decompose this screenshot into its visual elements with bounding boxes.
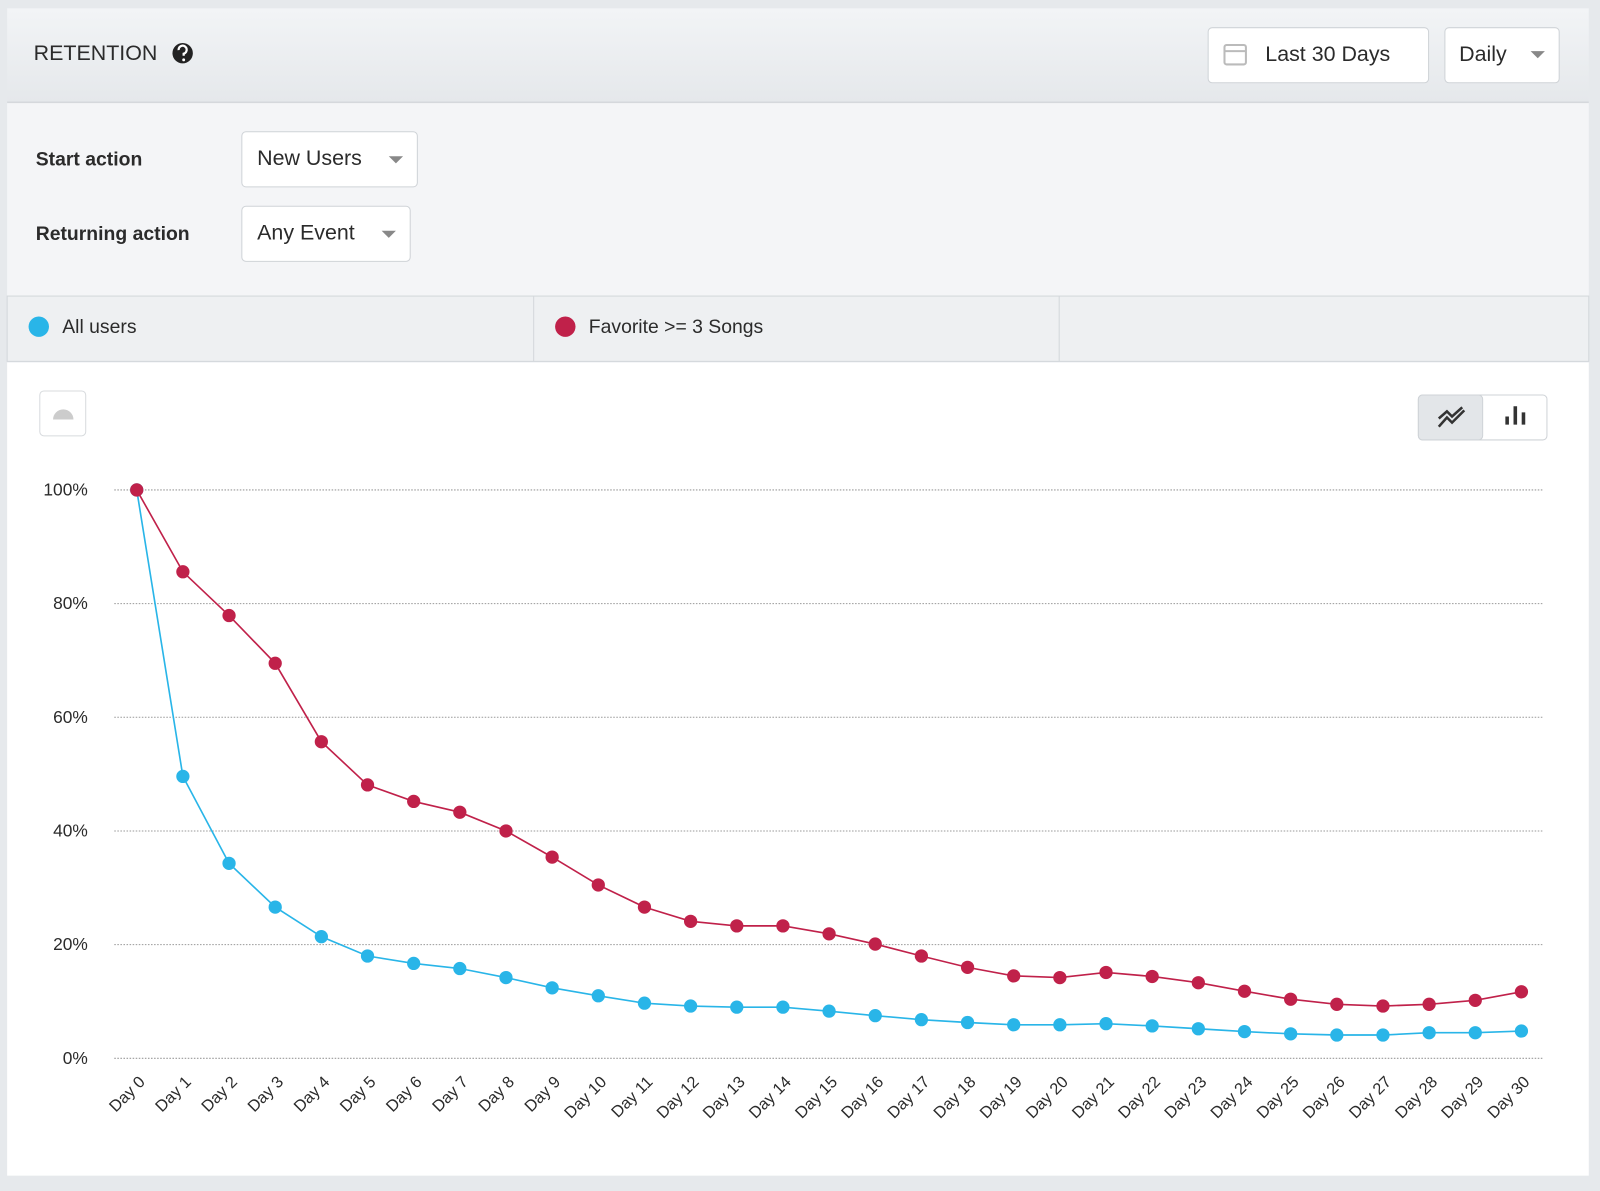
data-point — [1237, 1024, 1252, 1039]
data-point — [776, 919, 790, 933]
data-point — [499, 970, 513, 985]
data-point — [407, 794, 421, 809]
data-point — [1468, 993, 1482, 1007]
data-point — [637, 996, 652, 1010]
returning-value: Any Event — [257, 220, 355, 244]
returning-dropdown[interactable]: Any Event — [241, 205, 411, 262]
legend-label: Favorite >= 3 Songs — [589, 316, 763, 338]
data-point — [1191, 1022, 1205, 1036]
legend-swatch — [28, 316, 49, 337]
data-point — [360, 778, 375, 792]
data-point — [545, 850, 559, 864]
y-tick-label: 60% — [53, 707, 88, 727]
data-point — [222, 608, 236, 623]
chart-type-toggle[interactable] — [1417, 394, 1548, 441]
start-label: Start action — [36, 148, 143, 170]
data-point — [1330, 997, 1344, 1011]
data-point — [222, 856, 236, 870]
start-dropdown[interactable]: New Users — [241, 131, 418, 188]
interval-dropdown[interactable]: Daily — [1444, 27, 1560, 84]
data-point — [1099, 1017, 1113, 1031]
legend-swatch — [555, 316, 576, 337]
y-tick-label: 80% — [53, 593, 88, 613]
legend-label: All users — [62, 316, 136, 338]
data-point — [868, 1009, 882, 1023]
data-point — [868, 937, 882, 951]
data-point — [314, 930, 328, 944]
data-point — [730, 1000, 744, 1014]
data-point — [591, 989, 605, 1003]
data-point — [1514, 985, 1529, 999]
data-point — [176, 769, 190, 784]
data-point — [683, 999, 698, 1013]
data-point — [453, 961, 467, 976]
returning-label: Returning action — [36, 223, 190, 245]
data-point — [1099, 965, 1113, 980]
interval-label: Daily — [1459, 42, 1507, 66]
data-point — [360, 949, 375, 963]
data-point — [1284, 992, 1298, 1006]
data-point — [1145, 969, 1159, 984]
title: RETENTION — [34, 41, 158, 65]
chart-panel — [7, 362, 1589, 1176]
data-point — [1376, 1028, 1390, 1042]
date-range-button[interactable]: Last 30 Days — [1207, 27, 1430, 84]
data-point — [683, 914, 698, 928]
data-point — [637, 900, 652, 914]
data-point — [453, 805, 467, 819]
data-point — [1284, 1027, 1298, 1041]
data-point — [1376, 999, 1390, 1013]
data-point — [1468, 1026, 1482, 1040]
data-point — [960, 960, 975, 974]
data-point — [822, 927, 836, 941]
data-point — [1237, 984, 1252, 998]
data-point — [776, 1000, 790, 1014]
help-icon[interactable] — [172, 43, 193, 64]
data-point — [960, 1015, 975, 1030]
date-range-label: Last 30 Days — [1265, 42, 1390, 66]
data-point — [545, 981, 559, 995]
data-point — [1007, 969, 1021, 983]
data-point — [1422, 997, 1436, 1011]
data-point — [1330, 1028, 1344, 1042]
data-point — [1007, 1018, 1021, 1032]
data-point — [1053, 1018, 1067, 1032]
data-point — [499, 824, 513, 838]
data-point — [268, 900, 282, 914]
y-tick-label: 20% — [53, 934, 88, 954]
data-point — [176, 565, 190, 579]
data-point — [1053, 970, 1067, 985]
legend-bar — [6, 295, 1590, 362]
data-point — [268, 656, 282, 670]
data-point — [314, 735, 328, 749]
data-point — [1422, 1026, 1436, 1040]
data-point — [822, 1004, 836, 1018]
data-point — [591, 878, 605, 892]
y-tick-label: 100% — [43, 480, 87, 500]
data-point — [1191, 976, 1205, 990]
y-tick-label: 0% — [63, 1048, 88, 1068]
data-point — [914, 1013, 929, 1027]
data-point — [1514, 1024, 1529, 1038]
data-point — [914, 949, 929, 963]
start-value: New Users — [257, 146, 362, 170]
data-point — [1145, 1019, 1159, 1033]
y-tick-label: 40% — [53, 821, 88, 841]
data-point — [130, 483, 144, 497]
dashboard-button[interactable] — [39, 390, 87, 437]
data-point — [407, 956, 421, 971]
data-point — [730, 919, 744, 933]
